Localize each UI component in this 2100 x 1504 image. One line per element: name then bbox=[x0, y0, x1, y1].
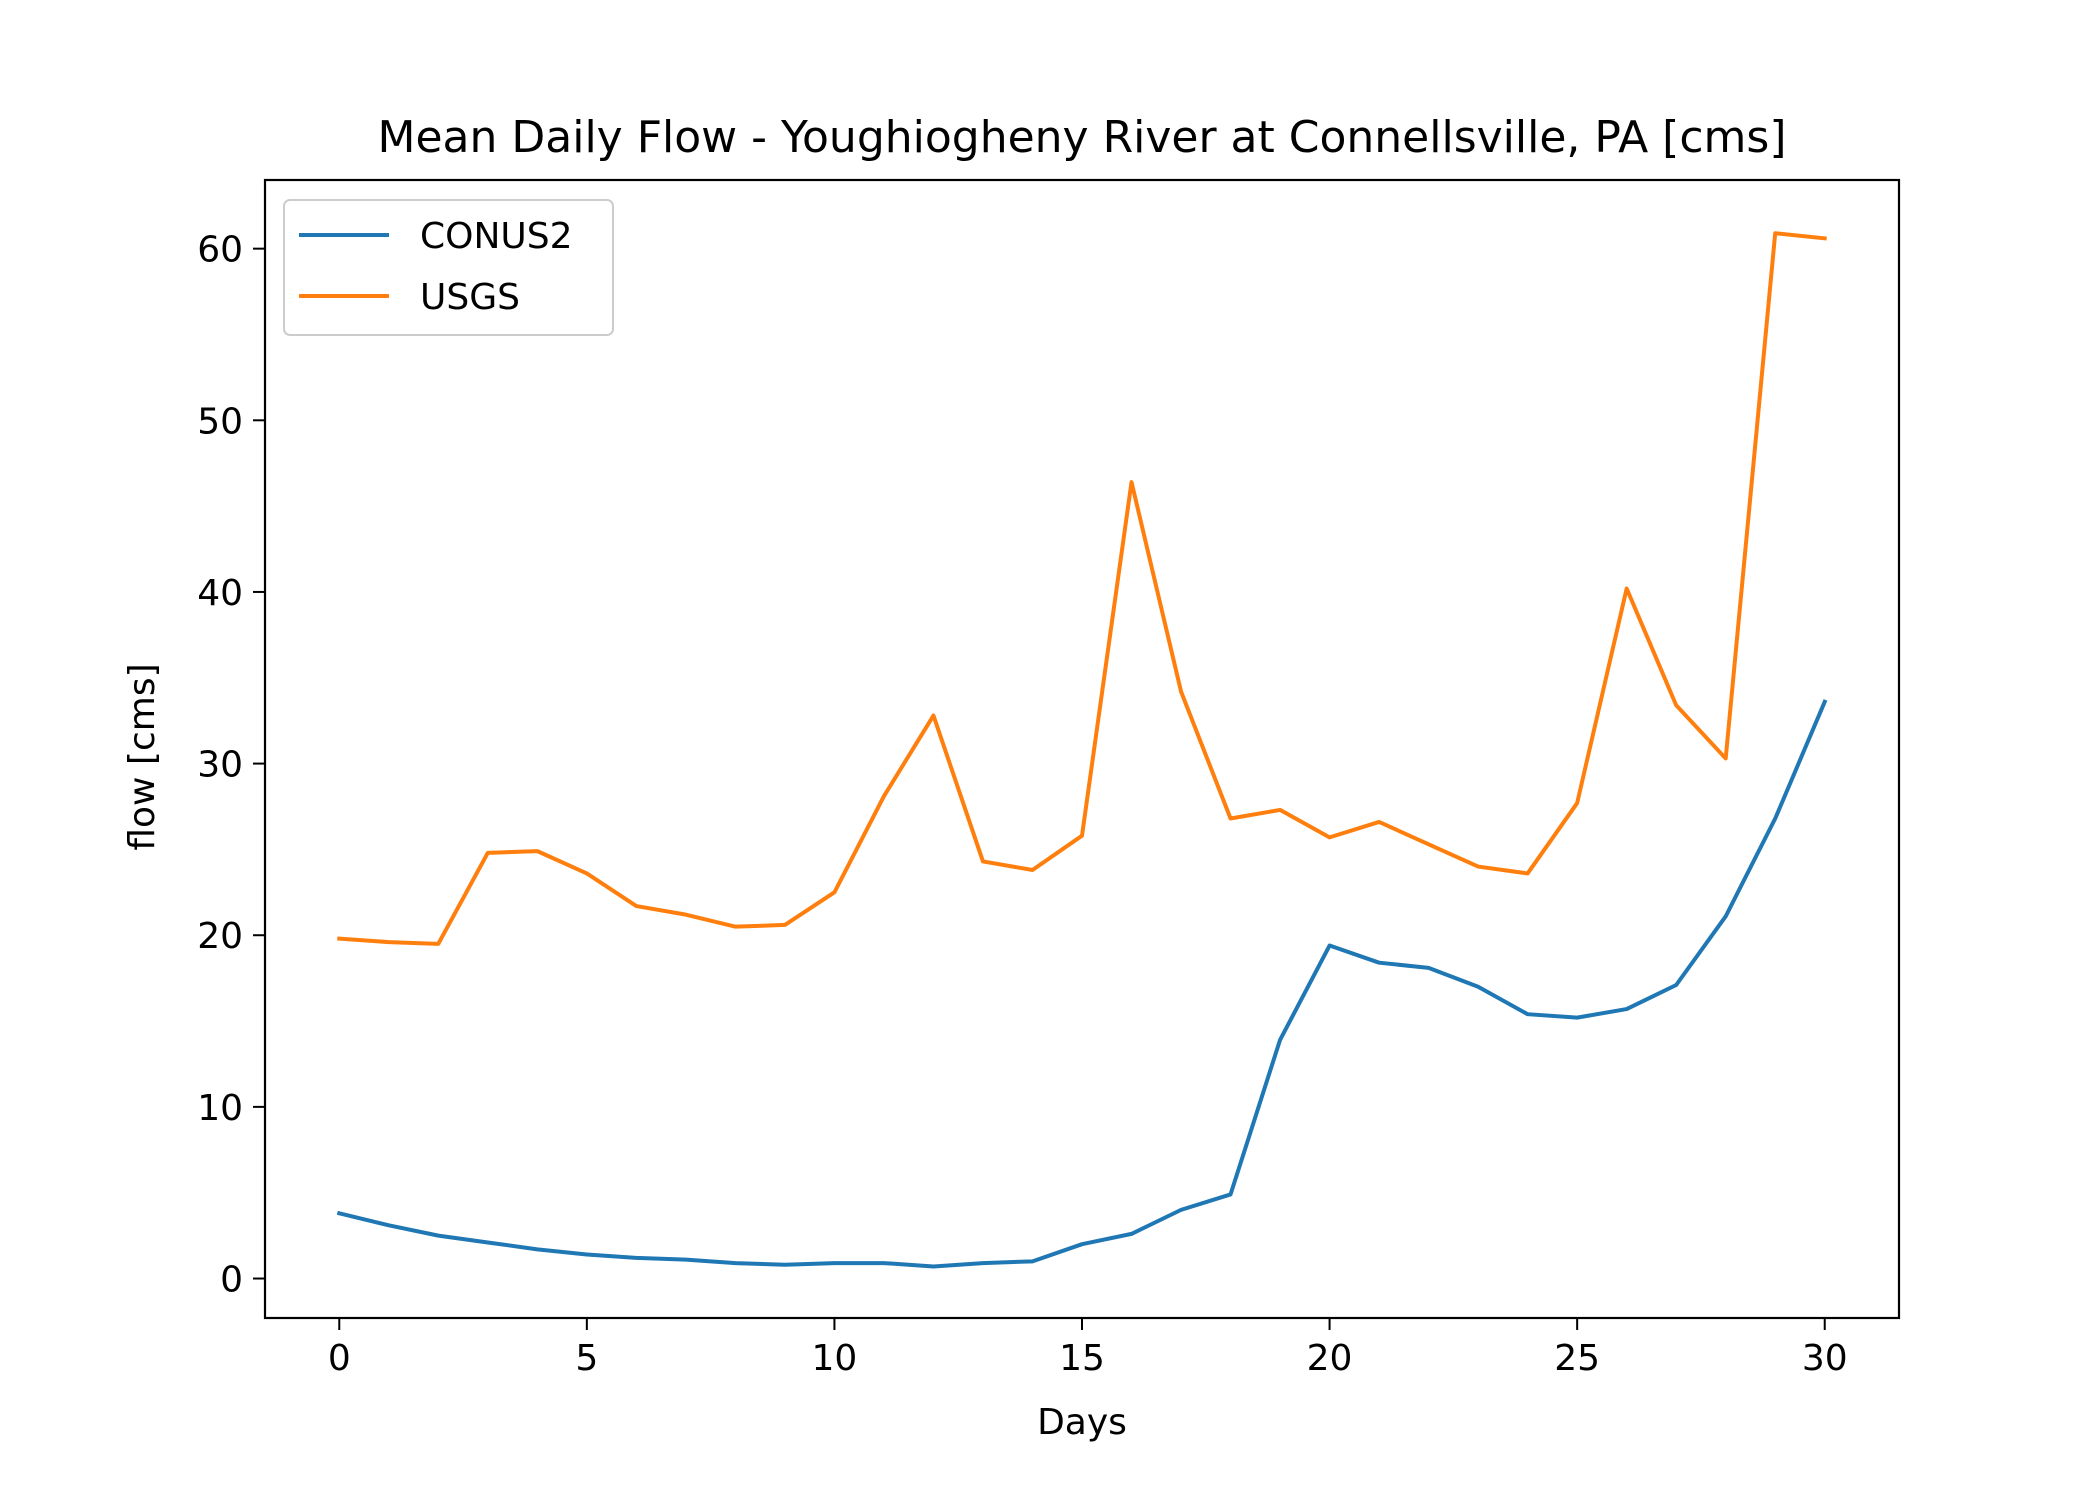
series-line-conus2 bbox=[336, 699, 1828, 1269]
y-tick-label: 30 bbox=[197, 745, 243, 786]
x-tick-label: 0 bbox=[328, 1338, 351, 1379]
legend-label-usgs: USGS bbox=[420, 277, 520, 318]
series-line-usgs bbox=[337, 231, 1827, 946]
series-layer bbox=[336, 231, 1828, 1269]
x-tick-label: 15 bbox=[1059, 1338, 1105, 1379]
x-tick-label: 25 bbox=[1554, 1338, 1600, 1379]
y-tick-label: 0 bbox=[220, 1260, 243, 1301]
x-tick-label: 5 bbox=[575, 1338, 598, 1379]
y-axis: 0 10 20 30 40 50 60 bbox=[197, 230, 265, 1301]
x-axis: 0 5 10 15 20 25 30 bbox=[328, 1318, 1848, 1379]
chart-title: Mean Daily Flow - Youghiogheny River at … bbox=[378, 112, 1787, 163]
y-tick-label: 10 bbox=[197, 1088, 243, 1129]
y-tick-label: 20 bbox=[197, 916, 243, 957]
x-tick-label: 30 bbox=[1802, 1338, 1848, 1379]
y-axis-label: flow [cms] bbox=[122, 663, 163, 850]
x-tick-label: 20 bbox=[1307, 1338, 1353, 1379]
y-tick-label: 60 bbox=[197, 230, 243, 271]
y-tick-label: 50 bbox=[197, 401, 243, 442]
legend: CONUS2 USGS bbox=[283, 199, 614, 336]
legend-label-conus2: CONUS2 bbox=[420, 216, 573, 257]
x-axis-label: Days bbox=[1037, 1402, 1127, 1443]
x-tick-label: 10 bbox=[812, 1338, 858, 1379]
y-tick-label: 40 bbox=[197, 573, 243, 614]
